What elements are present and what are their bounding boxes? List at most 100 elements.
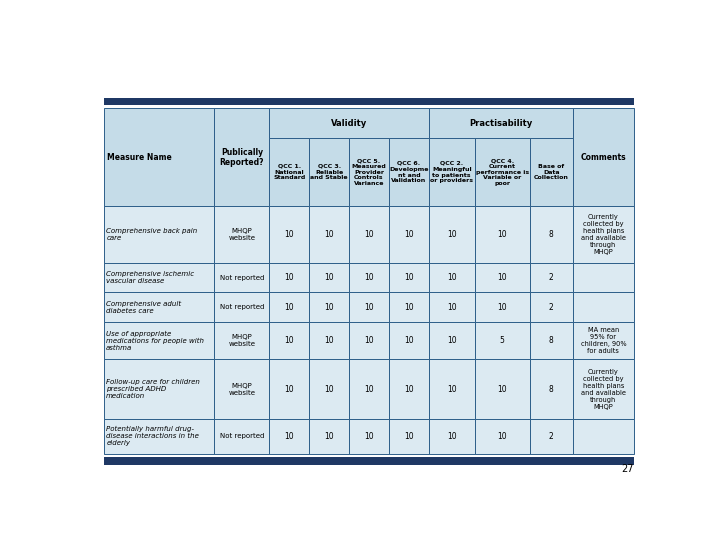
Text: 10: 10	[404, 384, 414, 394]
Text: Publically
Reported?: Publically Reported?	[220, 147, 264, 167]
Bar	[349, 138, 389, 206]
Bar	[310, 138, 349, 206]
Bar	[474, 418, 530, 454]
Text: 2: 2	[549, 273, 554, 282]
Text: 10: 10	[324, 303, 334, 312]
Bar	[573, 322, 634, 359]
Text: Comprehensive back pain
care: Comprehensive back pain care	[106, 228, 197, 241]
Text: 10: 10	[364, 230, 374, 239]
Text: Currently
collected by
health plans
and available
through
MHQP: Currently collected by health plans and …	[581, 214, 626, 255]
Bar	[428, 322, 474, 359]
Bar	[269, 262, 310, 293]
Bar	[389, 293, 428, 322]
Bar	[530, 359, 573, 418]
Text: QCC 3.
Reliable
and Stable: QCC 3. Reliable and Stable	[310, 164, 348, 180]
Text: 10: 10	[284, 336, 294, 346]
Text: 10: 10	[404, 336, 414, 346]
Text: 10: 10	[498, 431, 507, 441]
Bar	[573, 109, 634, 206]
Text: Comments: Comments	[580, 153, 626, 162]
Bar	[573, 262, 634, 293]
Bar	[310, 206, 349, 262]
Bar	[474, 359, 530, 418]
Text: 10: 10	[498, 303, 507, 312]
Bar	[310, 359, 349, 418]
Bar	[215, 206, 269, 262]
Text: Potentially harmful drug-
disease interactions in the
elderly: Potentially harmful drug- disease intera…	[106, 426, 199, 446]
Bar	[104, 206, 215, 262]
Text: 10: 10	[324, 336, 334, 346]
Text: 10: 10	[404, 230, 414, 239]
Bar	[215, 359, 269, 418]
Bar	[428, 418, 474, 454]
Bar	[474, 322, 530, 359]
Bar	[215, 262, 269, 293]
Text: 10: 10	[447, 230, 456, 239]
Text: Comprehensive adult
diabetes care: Comprehensive adult diabetes care	[106, 301, 181, 314]
Text: 10: 10	[498, 230, 507, 239]
Text: 10: 10	[324, 273, 334, 282]
Text: 10: 10	[404, 273, 414, 282]
Bar	[530, 262, 573, 293]
Bar	[349, 262, 389, 293]
Bar	[104, 457, 634, 465]
Text: Not reported: Not reported	[220, 274, 264, 281]
Text: 10: 10	[364, 336, 374, 346]
Bar	[573, 206, 634, 262]
Text: 10: 10	[498, 273, 507, 282]
Bar	[104, 359, 215, 418]
Text: 10: 10	[284, 273, 294, 282]
Text: 10: 10	[498, 384, 507, 394]
Bar	[349, 322, 389, 359]
Bar	[104, 418, 215, 454]
Bar	[530, 293, 573, 322]
Bar	[530, 138, 573, 206]
Text: 10: 10	[284, 303, 294, 312]
Text: Validity: Validity	[331, 119, 367, 128]
Text: QCC 1.
National
Standard: QCC 1. National Standard	[273, 164, 305, 180]
Bar	[530, 322, 573, 359]
Bar	[215, 109, 269, 206]
Text: 10: 10	[364, 384, 374, 394]
Bar	[349, 418, 389, 454]
Text: Follow-up care for children
prescribed ADHD
medication: Follow-up care for children prescribed A…	[106, 379, 200, 399]
Bar	[530, 206, 573, 262]
Bar	[104, 262, 215, 293]
Bar	[104, 322, 215, 359]
Text: MHQP
website: MHQP website	[228, 334, 256, 347]
Bar	[269, 359, 310, 418]
Bar	[215, 418, 269, 454]
Bar	[104, 98, 634, 105]
Text: 10: 10	[447, 303, 456, 312]
Bar	[428, 293, 474, 322]
Bar	[104, 109, 215, 206]
Bar	[474, 262, 530, 293]
Bar	[389, 206, 428, 262]
Bar	[389, 359, 428, 418]
Text: QCC 5.
Measured
Provider
Controls
Variance: QCC 5. Measured Provider Controls Varian…	[351, 158, 387, 186]
Text: 10: 10	[447, 384, 456, 394]
Text: Not reported: Not reported	[220, 305, 264, 310]
Bar	[428, 109, 573, 138]
Bar	[428, 262, 474, 293]
Text: 10: 10	[364, 273, 374, 282]
Bar	[428, 359, 474, 418]
Bar	[310, 418, 349, 454]
Text: QCC 2.
Meaningful
to patients
or providers: QCC 2. Meaningful to patients or provide…	[431, 161, 473, 184]
Text: 8: 8	[549, 336, 554, 346]
Bar	[349, 359, 389, 418]
Bar	[269, 109, 428, 138]
Bar	[389, 418, 428, 454]
Bar	[269, 138, 310, 206]
Text: 10: 10	[447, 336, 456, 346]
Text: Base of
Data
Collection: Base of Data Collection	[534, 164, 569, 180]
Bar	[474, 138, 530, 206]
Text: Not reported: Not reported	[220, 433, 264, 439]
Text: 10: 10	[284, 431, 294, 441]
Text: MA mean
95% for
children, 90%
for adults: MA mean 95% for children, 90% for adults	[580, 327, 626, 354]
Bar	[269, 206, 310, 262]
Text: 10: 10	[324, 431, 334, 441]
Text: 10: 10	[364, 431, 374, 441]
Bar	[389, 138, 428, 206]
Text: 8: 8	[549, 230, 554, 239]
